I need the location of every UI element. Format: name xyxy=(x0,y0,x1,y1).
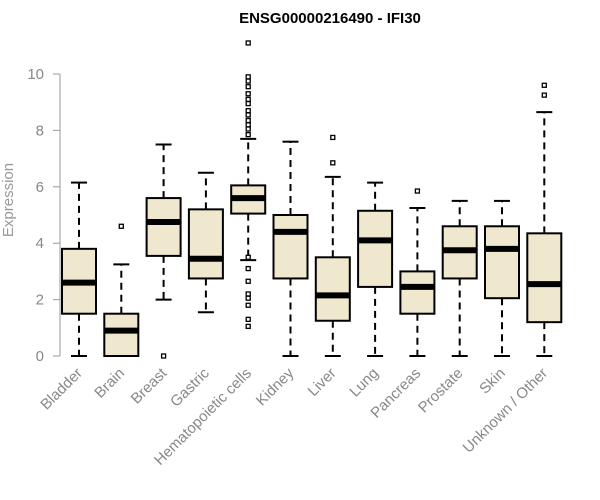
box-group xyxy=(272,140,309,357)
y-axis: 0 2 4 6 8 10 xyxy=(27,66,61,365)
x-tick-label: Prostate xyxy=(415,365,467,417)
box-rect xyxy=(314,256,351,322)
outlier-point xyxy=(245,295,251,301)
outlier-point xyxy=(245,265,251,272)
box-group xyxy=(145,143,182,359)
x-tick-label: Liver xyxy=(305,365,340,400)
box-group xyxy=(357,181,394,357)
box-rect xyxy=(187,208,224,280)
box-rect xyxy=(357,209,394,288)
x-tick-label: Skin xyxy=(476,365,509,398)
box-rect xyxy=(484,225,520,300)
outlier-point xyxy=(330,160,336,166)
outlier-point xyxy=(245,112,251,118)
y-tick-label: 2 xyxy=(36,292,44,309)
outlier-point xyxy=(245,323,251,330)
outlier-point xyxy=(245,302,251,308)
y-tick-label: 4 xyxy=(36,235,44,252)
box-group xyxy=(61,181,97,357)
box-group xyxy=(187,171,224,314)
box-rect xyxy=(399,270,436,315)
box-group xyxy=(526,82,563,357)
x-tick-label: Bladder xyxy=(37,365,86,414)
outlier-point xyxy=(118,223,124,229)
outlier-point xyxy=(160,353,167,359)
box-group xyxy=(441,199,478,357)
y-tick-label: 0 xyxy=(36,348,44,365)
box-rect xyxy=(526,232,563,324)
y-tick-label: 10 xyxy=(27,66,44,83)
outlier-point xyxy=(245,40,251,46)
outlier-point xyxy=(245,254,251,260)
chart-title: ENSG00000216490 - IFI30 xyxy=(239,10,421,27)
y-axis-label: Expression xyxy=(0,163,17,237)
outlier-point xyxy=(541,92,547,98)
box-group xyxy=(230,40,267,330)
y-tick-label: 8 xyxy=(36,122,44,139)
x-tick-label: Brain xyxy=(91,365,128,402)
outlier-point xyxy=(245,278,251,284)
outlier-point xyxy=(245,78,251,84)
outlier-point xyxy=(245,84,251,90)
x-tick-label: Kidney xyxy=(253,364,298,409)
box-group xyxy=(399,188,436,357)
box-group xyxy=(314,134,351,357)
outlier-point xyxy=(245,316,251,322)
outlier-point xyxy=(245,108,251,114)
outlier-point xyxy=(245,117,251,124)
box-rect xyxy=(103,312,140,358)
x-tick-label: Breast xyxy=(128,364,171,407)
outlier-point xyxy=(541,82,547,88)
box-group xyxy=(103,223,140,358)
y-tick-label: 6 xyxy=(36,179,44,196)
plot-area xyxy=(61,40,563,359)
box-rect xyxy=(145,197,182,257)
outlier-point xyxy=(245,126,251,132)
outlier-point xyxy=(245,100,251,107)
outlier-point xyxy=(245,291,251,297)
outlier-point xyxy=(245,122,251,128)
box-group xyxy=(484,199,520,357)
outlier-point xyxy=(245,131,251,138)
outlier-point xyxy=(245,91,251,97)
outlier-point xyxy=(330,134,336,141)
outlier-point xyxy=(245,96,251,103)
box-rect xyxy=(272,214,309,280)
x-tick-label: Lung xyxy=(346,365,382,401)
outlier-point xyxy=(245,74,251,80)
outlier-point xyxy=(414,188,421,194)
